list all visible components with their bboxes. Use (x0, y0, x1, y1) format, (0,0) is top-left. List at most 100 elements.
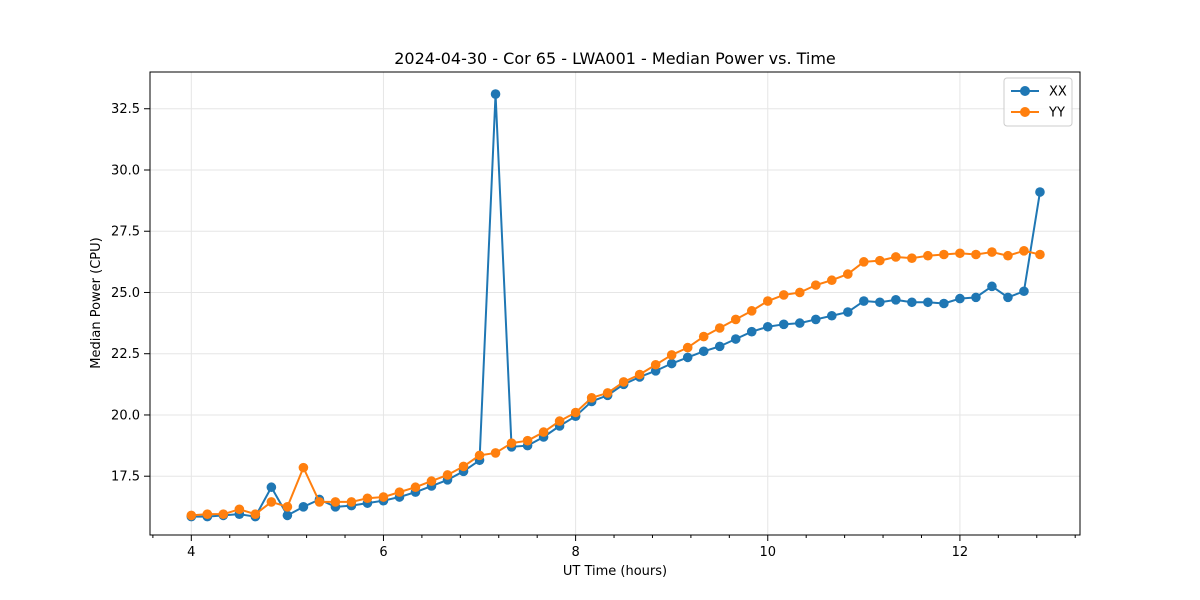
data-point-yy (314, 497, 325, 507)
data-point-yy (714, 323, 725, 333)
y-axis-label: Median Power (CPU) (89, 237, 104, 368)
data-point-xx (843, 307, 853, 317)
data-point-yy (827, 275, 837, 286)
data-point-yy (1019, 246, 1029, 256)
legend: XX YY (1003, 77, 1073, 127)
y-tick-label: 27.5 (111, 225, 140, 240)
data-point-yy (618, 377, 629, 387)
data-point-xx (298, 502, 309, 512)
data-point-yy (266, 497, 277, 507)
data-point-yy (378, 492, 389, 502)
data-point-yy (362, 493, 373, 504)
data-point-xx (746, 326, 757, 337)
data-point-yy (330, 497, 341, 507)
series-xx (186, 89, 1045, 522)
x-tick-label: 12 (952, 545, 969, 560)
data-point-xx (490, 89, 501, 99)
data-point-xx (811, 314, 821, 325)
data-point-yy (522, 435, 533, 446)
data-point-yy (698, 331, 709, 342)
x-axis-label: UT Time (hours) (563, 564, 667, 579)
y-tick-label: 25.0 (111, 286, 140, 301)
data-point-yy (346, 497, 357, 507)
data-point-xx (794, 318, 805, 328)
chart-title: 2024-04-30 - Cor 65 - LWA001 - Median Po… (394, 49, 836, 68)
data-point-xx (282, 510, 293, 521)
data-point-yy (746, 306, 757, 316)
y-tick-label: 20.0 (111, 408, 140, 423)
data-point-yy (410, 482, 421, 493)
data-point-xx (714, 341, 725, 352)
data-point-yy (474, 450, 485, 461)
data-point-yy (234, 504, 245, 515)
data-point-xx (1003, 292, 1013, 303)
y-tick-label: 22.5 (111, 347, 140, 362)
data-point-yy (875, 255, 885, 266)
data-point-xx (923, 297, 933, 308)
data-point-xx (762, 321, 773, 332)
data-point-xx (987, 281, 997, 292)
data-point-yy (923, 250, 933, 261)
legend-marker-xx (1020, 86, 1030, 96)
data-point-yy (186, 510, 197, 521)
data-point-xx (875, 297, 885, 308)
data-point-xx (859, 296, 869, 306)
data-point-yy (1035, 249, 1045, 260)
data-point-yy (570, 407, 581, 418)
data-point-xx (730, 334, 741, 344)
data-point-yy (730, 314, 741, 325)
data-point-xx (778, 319, 789, 330)
x-tick-label: 8 (571, 545, 579, 560)
data-point-yy (794, 287, 805, 298)
data-point-yy (282, 502, 293, 512)
data-point-xx (939, 298, 949, 309)
gridlines (150, 72, 1080, 535)
data-point-yy (250, 509, 261, 519)
data-point-yy (891, 252, 901, 262)
data-point-yy (442, 470, 453, 480)
data-point-yy (218, 509, 229, 519)
legend-label-yy: YY (1048, 106, 1065, 121)
data-point-xx (682, 352, 693, 363)
x-tick-label: 6 (379, 545, 387, 560)
data-point-yy (955, 248, 965, 259)
data-point-yy (634, 369, 645, 380)
data-point-yy (778, 290, 789, 300)
data-point-xx (666, 358, 677, 369)
data-point-yy (762, 296, 773, 306)
data-point-xx (955, 293, 965, 304)
data-point-yy (202, 509, 213, 519)
data-point-xx (266, 482, 277, 493)
x-tick-label: 4 (187, 545, 195, 560)
data-point-xx (827, 310, 837, 321)
y-tick-label: 32.5 (111, 102, 140, 117)
plot-frame (149, 71, 1081, 536)
data-point-yy (682, 342, 693, 353)
data-point-xx (971, 292, 981, 303)
data-point-yy (1003, 250, 1013, 261)
legend-marker-yy (1020, 107, 1030, 117)
data-point-yy (859, 257, 869, 267)
data-point-yy (458, 461, 469, 472)
data-point-yy (939, 249, 949, 260)
axes: 4 6 8 10 12 17.5 20.0 22.5 25.0 27.5 30.0 32.5 (111, 71, 1081, 560)
data-point-yy (506, 438, 517, 448)
data-point-yy (602, 388, 613, 398)
series-yy (186, 246, 1045, 521)
data-point-xx (891, 295, 901, 305)
data-point-yy (426, 476, 437, 486)
data-point-yy (907, 253, 917, 263)
legend-label-xx: XX (1049, 85, 1067, 100)
data-point-yy (394, 487, 405, 497)
y-tick-label: 17.5 (111, 470, 140, 485)
y-tick-label: 30.0 (111, 163, 140, 178)
data-point-yy (650, 359, 661, 370)
data-point-yy (554, 416, 565, 426)
data-point-xx (907, 297, 917, 308)
data-point-xx (1035, 187, 1045, 197)
data-point-yy (490, 448, 501, 458)
data-point-yy (538, 427, 549, 437)
